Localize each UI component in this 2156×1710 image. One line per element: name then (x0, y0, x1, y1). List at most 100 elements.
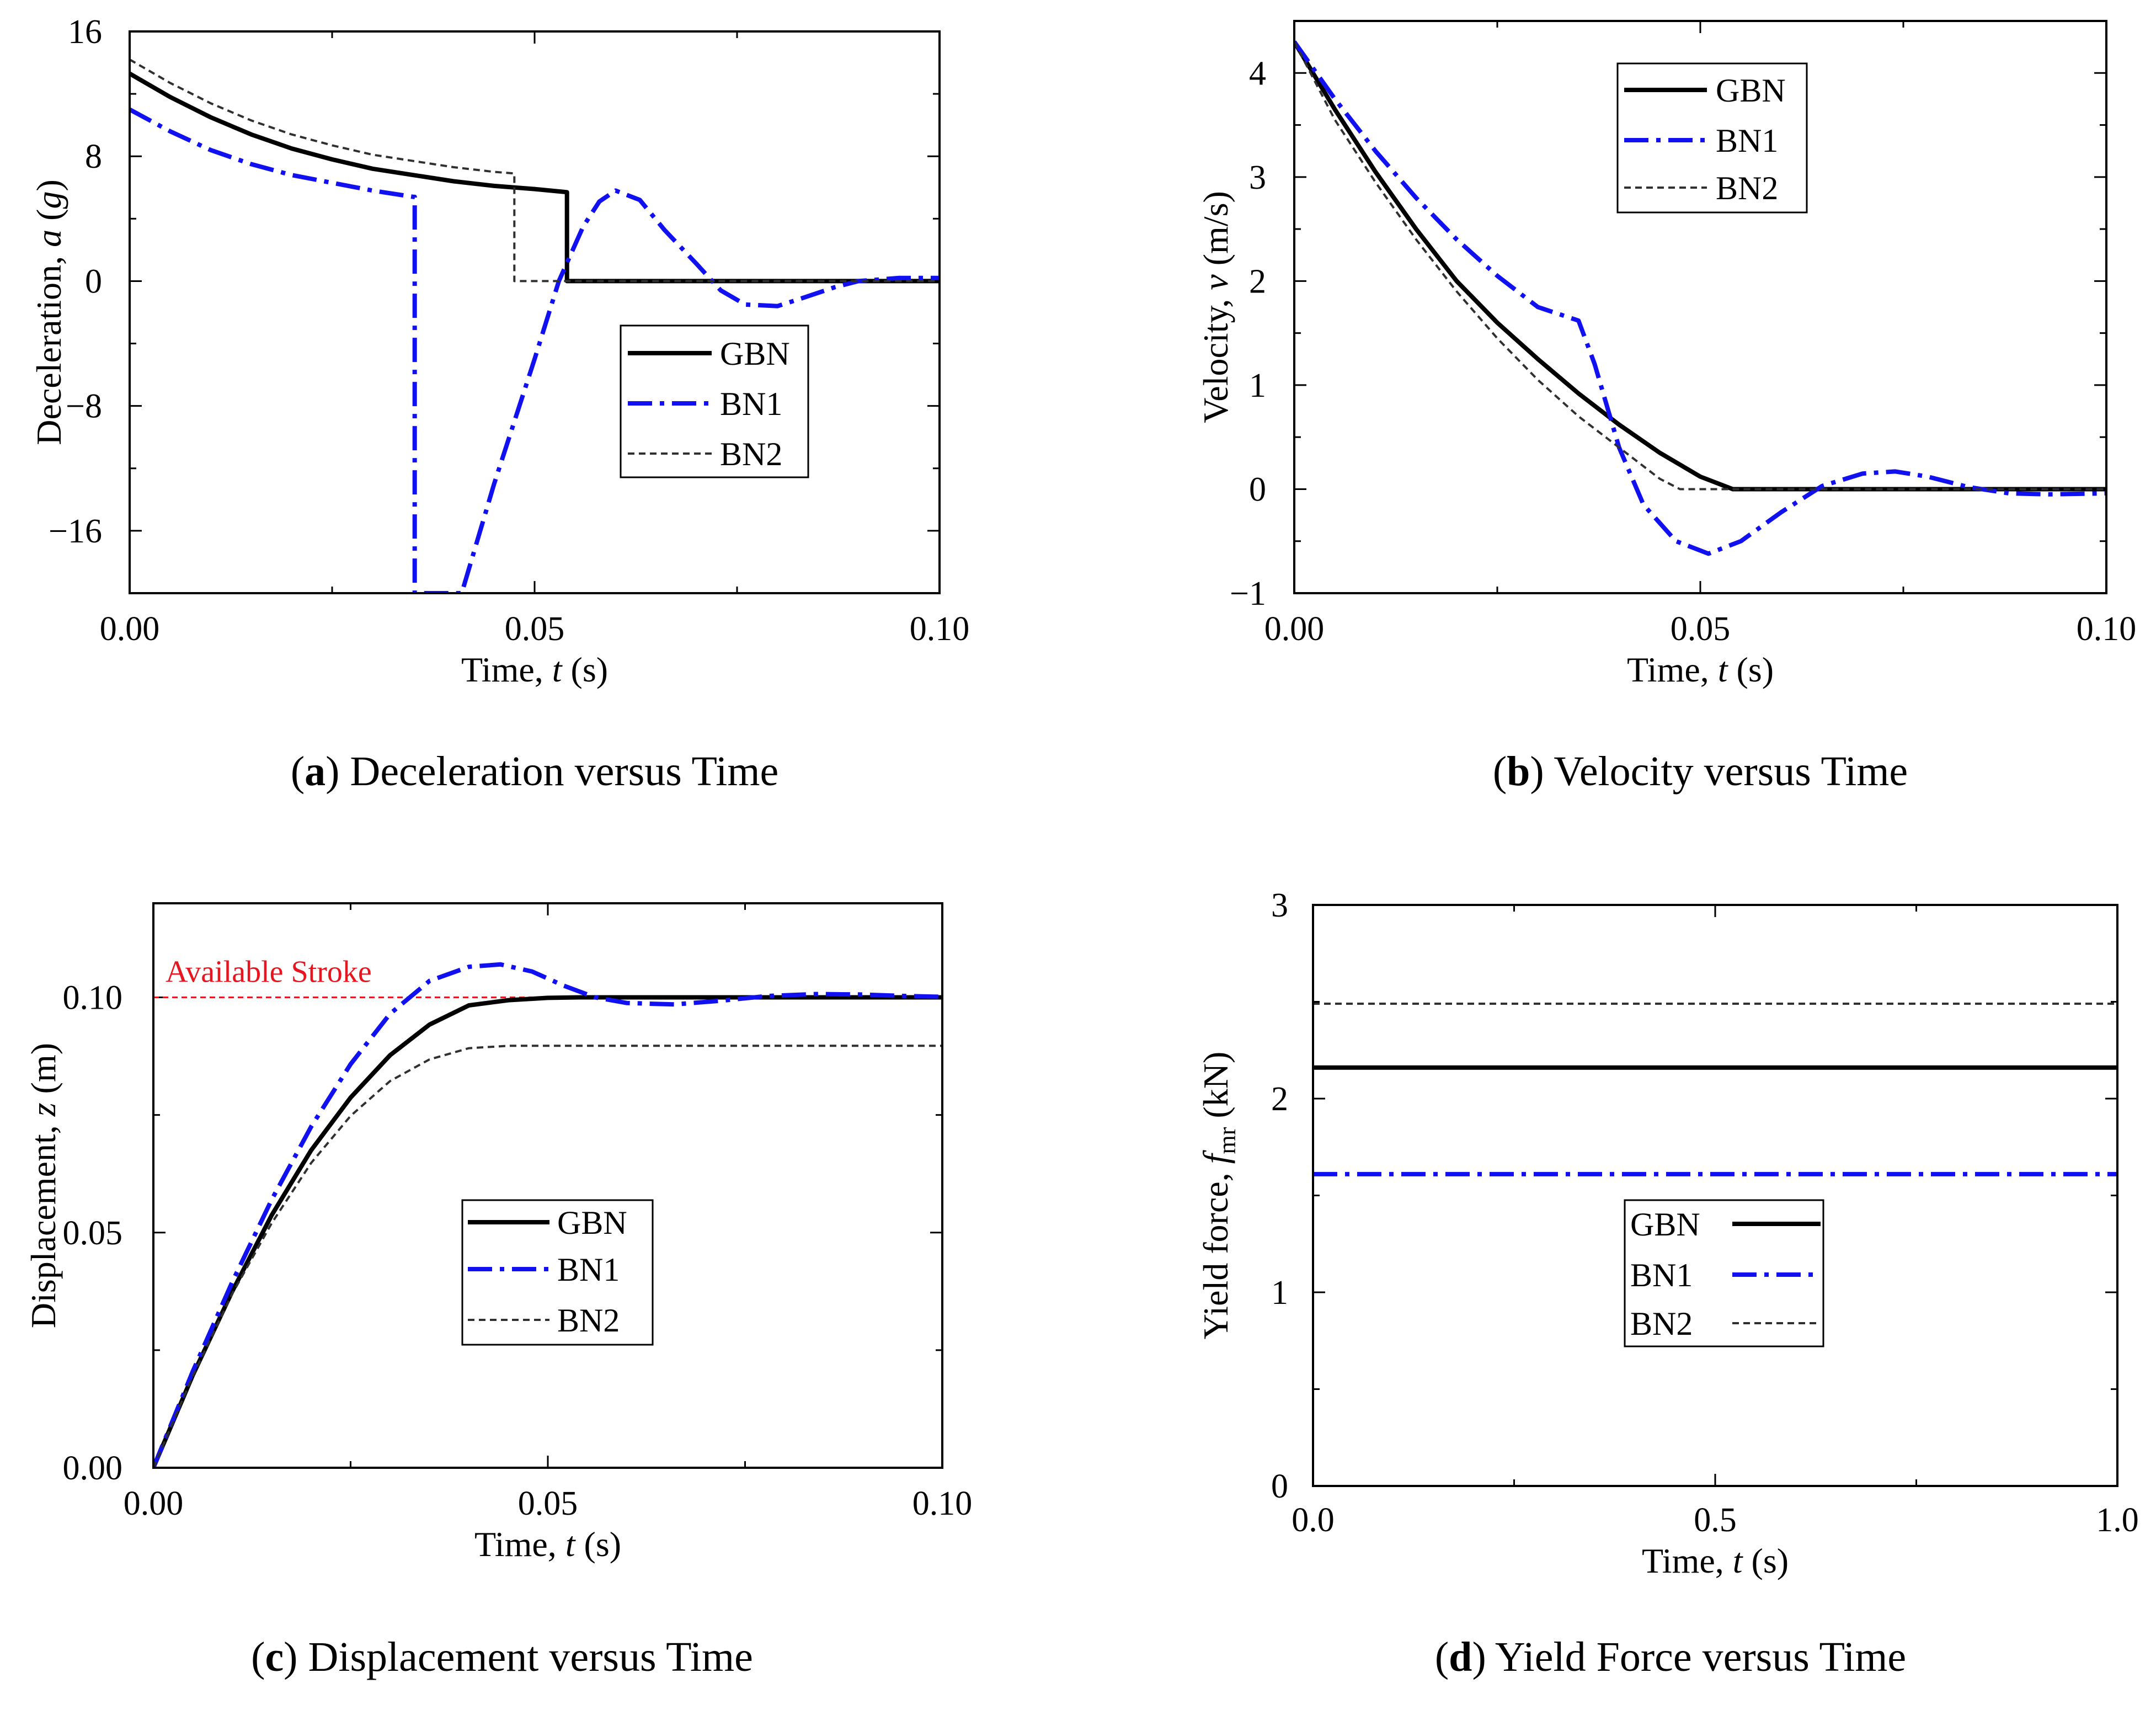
y-tick-label: 8 (85, 138, 102, 175)
legend-c: GBN BN1 BN2 (461, 1199, 654, 1346)
text-span: a (29, 230, 68, 247)
caption-letter: c (265, 1634, 284, 1680)
legend-label-bn2: BN2 (557, 1302, 620, 1339)
caption-d: (d) Yield Force versus Time (1435, 1634, 1906, 1680)
legend-label-bn2: BN2 (1630, 1306, 1693, 1342)
text-span: Displacement, (24, 1116, 63, 1328)
plot-frame (1293, 20, 2107, 594)
text-span: Yield force, (1196, 1164, 1235, 1339)
legend-label-gbn: GBN (1716, 72, 1786, 109)
x-tick-label: 0.0 (1292, 1501, 1335, 1539)
series-line-bn2 (153, 1045, 942, 1468)
text-span: (s) (1743, 1541, 1789, 1580)
legend-label-bn1: BN1 (557, 1251, 620, 1288)
text-span: ) Deceleration versus Time (325, 748, 778, 795)
y-tick-label: −16 (49, 513, 102, 550)
ticks-d (1312, 904, 2118, 1487)
ticks-a (129, 30, 941, 593)
y-tick-label: −1 (1230, 575, 1266, 612)
caption-c: (c) Displacement versus Time (251, 1634, 753, 1680)
text-span: t (565, 1525, 577, 1564)
y-axis-label: Deceleration, a (g) (29, 179, 68, 445)
text-span: t (552, 650, 563, 689)
y-tick-label: 4 (1249, 55, 1266, 92)
series-line-bn1 (153, 962, 942, 1468)
series-group-c (153, 962, 942, 1468)
text-span: ) (29, 179, 68, 191)
series-group-d (1313, 1003, 2117, 1176)
legend-label-gbn: GBN (557, 1205, 627, 1241)
text-span: ) Displacement versus Time (284, 1634, 753, 1680)
x-tick-label: 0.00 (124, 1485, 184, 1522)
legend-label-bn2: BN2 (1716, 170, 1778, 206)
caption-b: (b) Velocity versus Time (1493, 748, 1908, 795)
x-tick-label: 0.10 (2077, 610, 2137, 648)
y-tick-label: 0.10 (63, 979, 123, 1017)
x-axis-label: Time, t (s) (1627, 650, 1774, 689)
text-span: (s) (562, 650, 609, 689)
y-tick-label: 0 (85, 263, 102, 300)
y-tick-label: 0 (1271, 1468, 1288, 1505)
text-span: Deceleration, (29, 247, 68, 445)
y-tick-label: 0.00 (63, 1450, 123, 1487)
caption-letter: b (1507, 748, 1530, 795)
text-span: (m) (24, 1043, 63, 1102)
y-tick-label: 1 (1271, 1274, 1288, 1312)
text-span: ( (1435, 1634, 1449, 1680)
available-stroke-label: Available Stroke (166, 955, 372, 989)
legend-label-gbn: GBN (720, 335, 790, 372)
text-span: ( (291, 748, 305, 795)
text-span: v (1196, 274, 1235, 290)
x-axis-label: Time, t (s) (461, 650, 608, 689)
y-tick-label: 1 (1249, 367, 1266, 404)
series-line-bn2 (1294, 41, 2106, 491)
series-group-b (1294, 40, 2106, 556)
caption-a: (a) Deceleration versus Time (291, 748, 778, 795)
x-tick-label: 0.05 (505, 610, 565, 648)
text-span: Time, (474, 1525, 565, 1564)
text-span: z (24, 1102, 63, 1117)
chart-d: 0.0 0.5 1.0 0 1 2 3 Time, t (s) Yield force, fmr… (1196, 887, 2139, 1680)
y-tick-label: 3 (1249, 159, 1266, 196)
x-tick-label: 0.00 (100, 610, 160, 648)
x-tick-label: 1.0 (2096, 1501, 2139, 1539)
legend-a: GBN BN1 BN2 (620, 324, 809, 478)
y-tick-label: −8 (66, 388, 102, 425)
plot-frame (129, 30, 941, 594)
text-span: ) Yield Force versus Time (1472, 1634, 1906, 1680)
text-span: Time, (461, 650, 552, 689)
series-line-gbn (153, 995, 942, 1468)
series-line-bn1 (1294, 40, 2106, 556)
y-axis-label: Velocity, v (m/s) (1196, 191, 1235, 423)
text-span: ( (29, 209, 68, 230)
text-span: Time, (1627, 650, 1718, 689)
legend-b: GBN BN1 BN2 (1616, 62, 1808, 214)
y-tick-label: 0.05 (63, 1214, 123, 1252)
series-line-bn1 (130, 107, 940, 593)
x-tick-label: 0.05 (518, 1485, 578, 1522)
text-span: ( (251, 1634, 265, 1680)
text-span: t (1733, 1541, 1744, 1580)
text-span: ) Velocity versus Time (1530, 748, 1908, 795)
series-line-gbn (130, 71, 940, 284)
y-tick-label: 2 (1271, 1080, 1288, 1118)
legend-label-bn2: BN2 (720, 436, 782, 472)
series-group-a (130, 58, 940, 593)
chart-a: 0.00 0.05 0.10 −16 −8 0 8 16 Time, t (s) Decelera… (29, 13, 969, 795)
chart-c: 0.00 0.05 0.10 0.00 0.05 0.10 Time, t (s) Displ… (24, 902, 972, 1680)
x-axis-label: Time, t (s) (474, 1525, 621, 1564)
text-span: g (29, 191, 68, 209)
y-axis-label: Displacement, z (m) (24, 1043, 63, 1328)
plot-frame (152, 902, 943, 1469)
text-span: ( (1493, 748, 1507, 795)
y-tick-label: 16 (68, 13, 102, 51)
chart-b: 0.00 0.05 0.10 −1 0 1 2 3 4 Time, t (s) Velocity, … (1196, 20, 2137, 795)
text-span: (m/s) (1196, 191, 1235, 274)
y-axis-label: Yield force, fmr (kN) (1196, 1052, 1241, 1340)
caption-letter: d (1449, 1634, 1472, 1680)
y-tick-label: 0 (1249, 471, 1266, 508)
x-tick-label: 0.00 (1264, 610, 1325, 648)
plot-frame (1312, 904, 2118, 1487)
text-span: (kN) (1196, 1052, 1235, 1127)
